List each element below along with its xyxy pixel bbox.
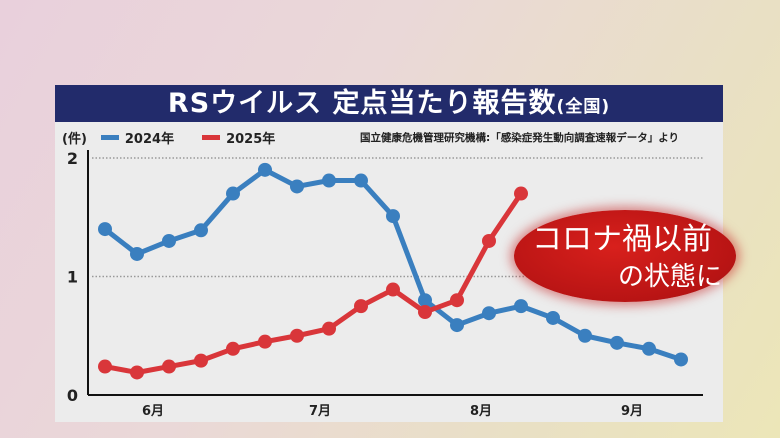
data-point-2024年 xyxy=(610,335,624,350)
data-point-2025年 xyxy=(354,299,368,314)
data-point-2025年 xyxy=(162,359,176,374)
data-point-2024年 xyxy=(514,299,528,314)
data-point-2024年 xyxy=(418,293,432,308)
chart-title-sub: (全国) xyxy=(556,97,611,117)
data-point-2024年 xyxy=(162,233,176,248)
data-point-2025年 xyxy=(290,328,304,343)
data-point-2024年 xyxy=(290,179,304,194)
y-tick-label: 2 xyxy=(67,149,78,168)
y-tick-label: 0 xyxy=(67,386,78,405)
data-point-2025年 xyxy=(194,353,208,368)
data-point-2024年 xyxy=(674,352,688,367)
callout-line2: の状態に xyxy=(617,262,722,292)
data-point-2025年 xyxy=(482,233,496,248)
data-point-2025年 xyxy=(130,365,144,380)
x-tick-label: 9月 xyxy=(621,404,643,419)
legend-swatch-2024 xyxy=(100,135,119,140)
data-point-2025年 xyxy=(98,359,112,374)
legend-label-2025: 2025年 xyxy=(226,132,276,147)
data-point-2024年 xyxy=(450,318,464,333)
data-point-2024年 xyxy=(482,306,496,321)
chart-title-banner: RSウイルス 定点当たり報告数(全国) xyxy=(55,85,723,122)
data-point-2025年 xyxy=(450,293,464,308)
y-tick-label: 1 xyxy=(67,268,78,287)
data-point-2025年 xyxy=(386,282,400,297)
data-point-2025年 xyxy=(258,334,272,349)
chart-title: RSウイルス 定点当たり報告数 xyxy=(167,88,557,119)
series-line-2025年 xyxy=(104,192,524,375)
legend-swatch-2025 xyxy=(202,135,221,140)
callout-line1: コロナ禍以前 xyxy=(532,222,712,257)
legend: (件) 2024年 2025年 xyxy=(62,128,275,147)
data-point-2024年 xyxy=(98,222,112,237)
data-point-2024年 xyxy=(322,173,336,188)
data-point-2024年 xyxy=(642,341,656,356)
data-point-2024年 xyxy=(354,173,368,188)
data-point-2025年 xyxy=(226,341,240,356)
data-point-2024年 xyxy=(226,186,240,201)
x-tick-label: 8月 xyxy=(470,404,492,419)
legend-label-2024: 2024年 xyxy=(124,132,175,147)
data-point-2024年 xyxy=(546,310,560,325)
x-tick-label: 6月 xyxy=(142,404,164,419)
y-unit-label: (件) xyxy=(62,132,87,147)
data-point-2024年 xyxy=(386,209,400,224)
data-point-2024年 xyxy=(130,246,144,261)
data-point-2024年 xyxy=(194,223,208,238)
source-note: 国立健康危機管理研究機構:「感染症発生動向調査速報データ」より xyxy=(360,132,679,144)
data-point-2025年 xyxy=(514,186,528,201)
data-point-2025年 xyxy=(322,321,336,336)
x-tick-label: 7月 xyxy=(309,404,331,419)
data-point-2024年 xyxy=(578,328,592,343)
data-point-2024年 xyxy=(258,162,272,177)
data-point-2025年 xyxy=(418,305,432,320)
callout-bubble: コロナ禍以前 の状態に xyxy=(514,210,736,302)
